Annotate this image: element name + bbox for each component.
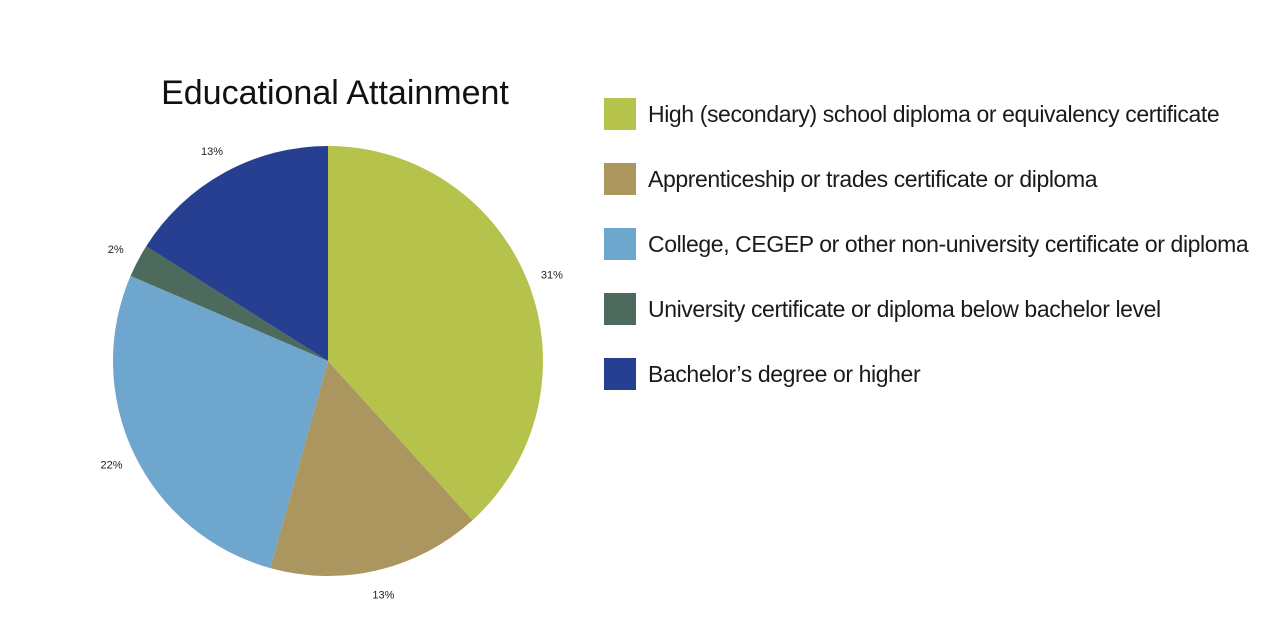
pie-slice-label: 2% — [108, 244, 124, 256]
pie-slice-labels: 31% 13% 22% 2% 13% — [100, 146, 563, 602]
legend-label: College, CEGEP or other non-university c… — [648, 230, 1249, 257]
pie-slice — [270, 361, 473, 577]
legend: High (secondary) school diploma or equiv… — [604, 97, 1264, 422]
legend-swatch — [604, 163, 636, 195]
pie-slices — [113, 146, 543, 577]
legend-swatch — [604, 293, 636, 325]
pie-slice — [328, 146, 543, 521]
legend-item: High (secondary) school diploma or equiv… — [604, 97, 1264, 131]
legend-label: High (secondary) school diploma or equiv… — [648, 100, 1220, 127]
legend-item: College, CEGEP or other non-university c… — [604, 227, 1264, 261]
pie-slice — [146, 146, 328, 361]
legend-item: University certificate or diploma below … — [604, 292, 1264, 326]
legend-item: Bachelor’s degree or higher — [604, 357, 1264, 391]
pie-slice-label: 13% — [372, 590, 394, 602]
legend-swatch — [604, 358, 636, 390]
pie-slice-label: 22% — [100, 460, 122, 472]
pie-slice-label: 31% — [541, 270, 563, 282]
legend-label: Bachelor’s degree or higher — [648, 360, 921, 387]
pie-slice-label: 13% — [201, 146, 223, 158]
legend-label: University certificate or diploma below … — [648, 295, 1161, 322]
chart-title: Educational Attainment — [161, 74, 509, 112]
legend-item: Apprenticeship or trades certificate or … — [604, 162, 1264, 196]
legend-label: Apprenticeship or trades certificate or … — [648, 165, 1098, 192]
legend-swatch — [604, 228, 636, 260]
pie-slice — [130, 246, 328, 361]
pie-slice — [113, 275, 328, 569]
legend-swatch — [604, 98, 636, 130]
